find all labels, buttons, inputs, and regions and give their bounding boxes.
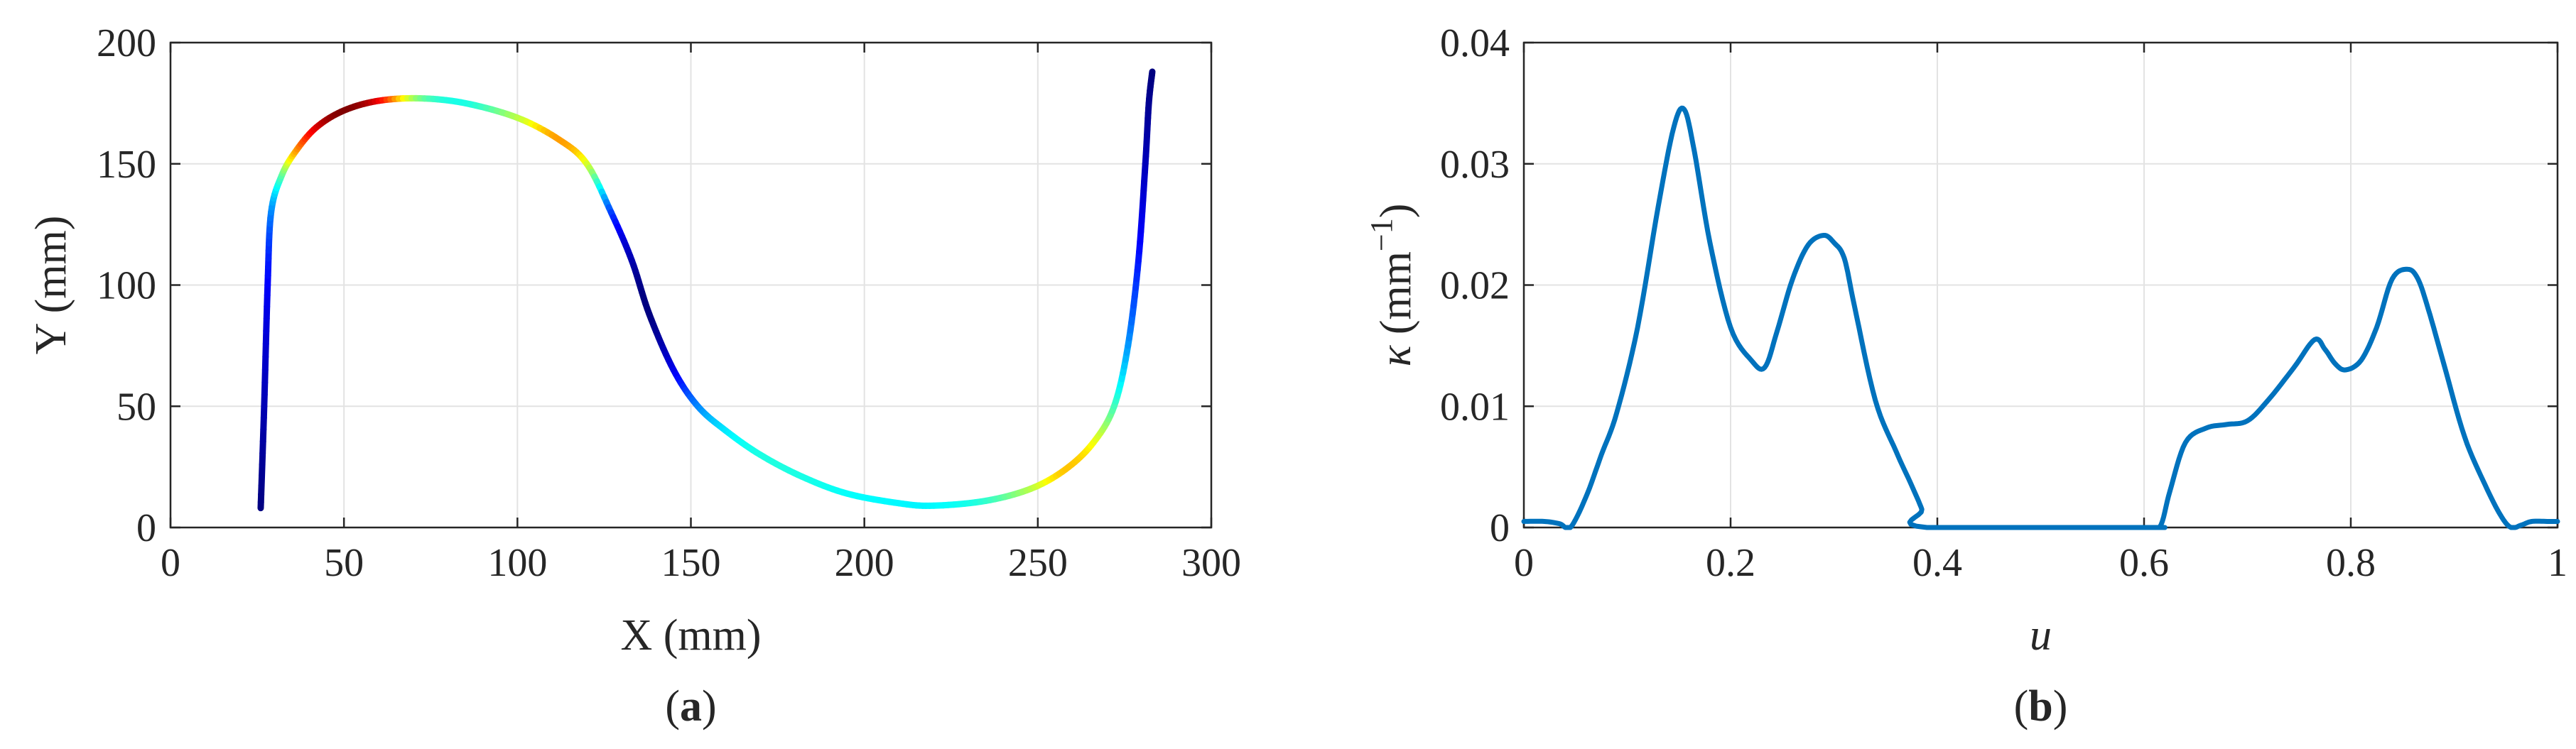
x-tick-label: 1: [2548, 541, 2567, 585]
y-tick-label: 200: [97, 21, 156, 65]
curvature-colored-curve: [257, 68, 1156, 512]
y-axis-unit-close: ): [1372, 204, 1420, 219]
y-tick-label: 0: [136, 506, 156, 550]
x-tick-label: 200: [835, 541, 894, 585]
x-tick-label: 0.8: [2326, 541, 2376, 585]
panel-label-letter: a: [680, 682, 702, 731]
y-tick-label: 150: [97, 143, 156, 187]
panel-b: 0 0.2 0.4 0.6 0.8 1 0 0.01 0.02 0.03 0.04 u κ (mm−1)…: [1364, 21, 2567, 731]
panel-label-close: ): [702, 682, 717, 731]
y-tick-label: 0: [1490, 506, 1510, 550]
y-axis-label: Y (mm): [27, 216, 75, 355]
curvature-series-line: [1521, 105, 2560, 530]
x-tick-label: 0: [161, 541, 180, 585]
x-tick-label: 250: [1008, 541, 1068, 585]
y-tick-label: 0.03: [1440, 143, 1510, 187]
y-axis-symbol: κ: [1372, 344, 1420, 366]
x-axis-label: u: [2030, 611, 2052, 660]
panel-label-letter: b: [2028, 682, 2052, 731]
y-tick-label: 50: [117, 385, 156, 429]
panel-label-open: (: [665, 682, 680, 731]
x-tick-label: 0.6: [2119, 541, 2169, 585]
x-tick-label: 100: [487, 541, 547, 585]
axes-frame: [169, 41, 1213, 529]
panel-label-a: (a): [665, 682, 716, 731]
x-tick-label: 0.2: [1706, 541, 1755, 585]
y-axis-unit-exponent: −1: [1364, 218, 1399, 251]
x-tick-label: 0: [1514, 541, 1534, 585]
x-tick-label: 150: [661, 541, 721, 585]
y-tick-label: 0.02: [1440, 264, 1510, 308]
y-axis-unit-open: (mm: [1372, 251, 1420, 346]
x-axis-label: X (mm): [620, 611, 761, 660]
panel-label-open: (: [2014, 682, 2029, 731]
panel-label-b: (b): [2014, 682, 2068, 731]
y-axis-label: κ (mm−1): [1364, 204, 1420, 367]
panel-label-close: ): [2053, 682, 2068, 731]
y-tick-label: 0.01: [1440, 385, 1510, 429]
y-tick-label: 0.04: [1440, 21, 1510, 65]
x-tick-label: 300: [1181, 541, 1241, 585]
x-tick-label: 0.4: [1912, 541, 1962, 585]
y-tick-label: 100: [97, 264, 156, 308]
panel-a: 0 50 100 150 200 250 300 0 50 100 150 200 X (mm) Y (m…: [27, 21, 1241, 731]
x-tick-label: 50: [324, 541, 364, 585]
